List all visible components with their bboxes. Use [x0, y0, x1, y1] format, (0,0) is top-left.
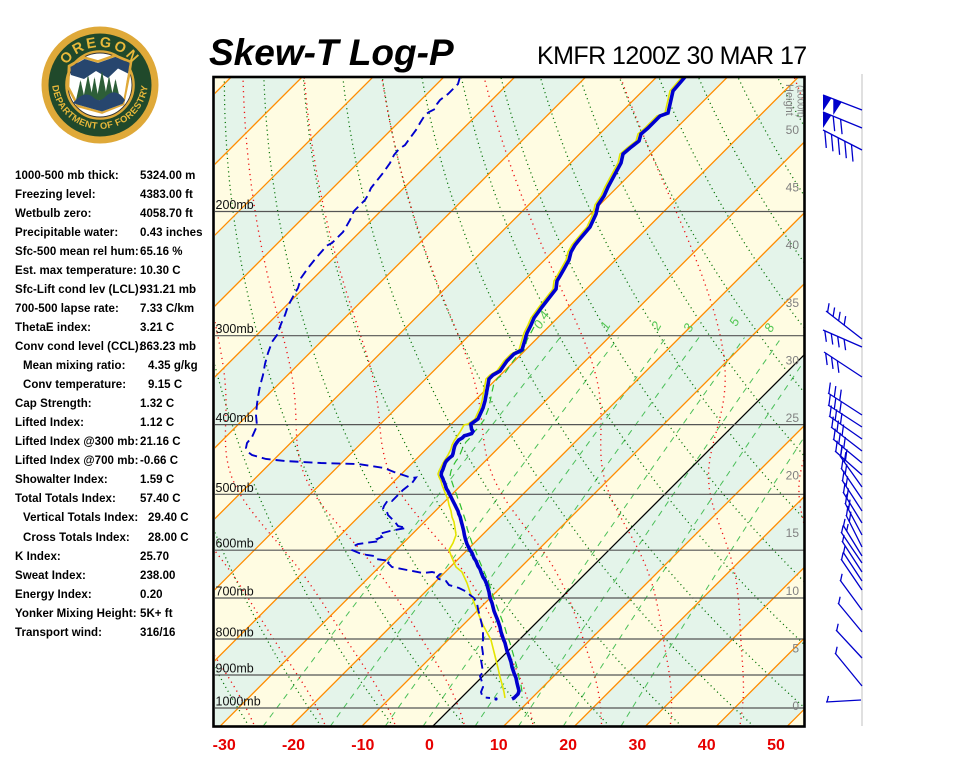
svg-text:900mb: 900mb	[216, 662, 254, 676]
svg-text:1000mb: 1000mb	[216, 695, 261, 709]
svg-text:800mb: 800mb	[216, 626, 254, 640]
svg-text:10: 10	[490, 737, 508, 754]
svg-text:20: 20	[559, 737, 577, 754]
svg-text:10: 10	[786, 584, 800, 598]
svg-text:200mb: 200mb	[216, 198, 254, 212]
svg-text:30: 30	[786, 353, 800, 367]
svg-text:-30: -30	[213, 737, 236, 754]
svg-text:40: 40	[698, 737, 716, 754]
svg-text:500mb: 500mb	[216, 481, 254, 495]
svg-text:35: 35	[786, 296, 800, 310]
svg-text:40: 40	[786, 238, 800, 252]
svg-text:50: 50	[767, 737, 785, 754]
svg-text:-20: -20	[282, 737, 305, 754]
svg-text:0: 0	[425, 737, 434, 754]
svg-text:Height: Height	[783, 84, 795, 116]
svg-text:400mb: 400mb	[216, 411, 254, 425]
svg-text:600mb: 600mb	[216, 537, 254, 551]
svg-text:300mb: 300mb	[216, 322, 254, 336]
svg-text:30: 30	[629, 737, 647, 754]
svg-text:50: 50	[786, 123, 800, 137]
svg-text:-10: -10	[351, 737, 374, 754]
svg-text:5: 5	[792, 641, 799, 655]
svg-text:0: 0	[792, 699, 799, 713]
svg-text:15: 15	[786, 526, 800, 540]
svg-text:(1000ft): (1000ft)	[795, 85, 806, 118]
svg-text:45: 45	[786, 181, 800, 195]
svg-text:700mb: 700mb	[216, 585, 254, 599]
svg-text:25: 25	[786, 411, 800, 425]
svg-text:20: 20	[786, 469, 800, 483]
